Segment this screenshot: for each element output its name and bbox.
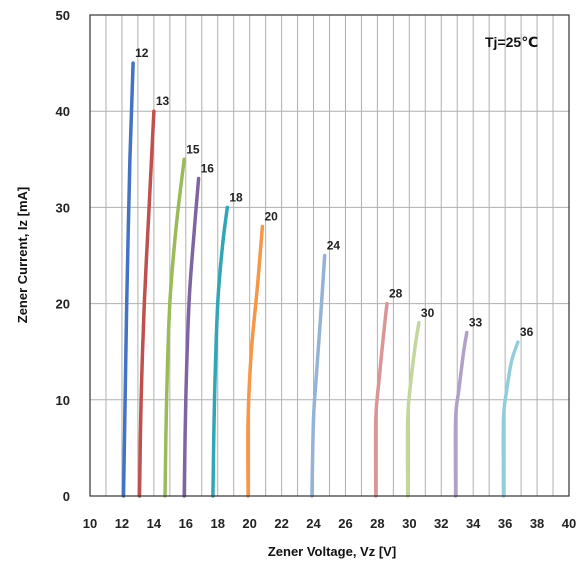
x-tick-label: 10 <box>83 516 97 531</box>
x-tick-label: 34 <box>466 516 481 531</box>
series-label-28: 28 <box>389 287 403 301</box>
series-line-15 <box>163 157 186 498</box>
series-label-13: 13 <box>156 94 170 108</box>
series-label-12: 12 <box>135 46 149 60</box>
y-tick-label: 40 <box>56 104 70 119</box>
x-tick-label: 38 <box>530 516 544 531</box>
y-tick-label: 30 <box>56 200 70 215</box>
x-tick-label: 24 <box>306 516 321 531</box>
series-line-33 <box>453 330 469 498</box>
y-tick-label: 0 <box>63 489 70 504</box>
x-tick-label: 28 <box>370 516 384 531</box>
x-tick-label: 32 <box>434 516 448 531</box>
series-label-36: 36 <box>520 325 534 339</box>
x-tick-label: 40 <box>562 516 576 531</box>
x-tick-label: 26 <box>338 516 352 531</box>
x-tick-label: 14 <box>147 516 162 531</box>
series-label-18: 18 <box>229 190 243 204</box>
series-label-15: 15 <box>186 142 200 156</box>
series-label-20: 20 <box>264 210 278 224</box>
x-tick-label: 20 <box>242 516 256 531</box>
series-line-24 <box>310 253 327 498</box>
x-axis-title: Zener Voltage, Vz [V] <box>268 544 396 559</box>
series-label-33: 33 <box>469 315 483 329</box>
y-tick-label: 50 <box>56 8 70 23</box>
series-layer <box>121 61 520 498</box>
grid-layer <box>89 14 570 497</box>
x-tick-label: 36 <box>498 516 512 531</box>
series-label-16: 16 <box>201 162 215 176</box>
series-line-30 <box>405 321 421 498</box>
y-tick-label: 20 <box>56 297 70 312</box>
x-tick-label: 12 <box>115 516 129 531</box>
y-axis-title: Zener Current, Iz [mA] <box>15 187 30 324</box>
series-line-12 <box>121 61 135 498</box>
y-tick-label: 10 <box>56 393 70 408</box>
x-tick-label: 18 <box>210 516 224 531</box>
tick-label-layer: 10 12 14 16 18 20 22 24 26 28 30 32 34 36 38 40 0 10 20 30 4… <box>56 8 577 531</box>
plot-frame <box>89 14 570 497</box>
series-line-20 <box>246 224 265 498</box>
series-line-16 <box>182 176 201 498</box>
series-label-24: 24 <box>327 239 341 253</box>
series-label-30: 30 <box>421 306 435 320</box>
x-tick-label: 22 <box>274 516 288 531</box>
series-line-36 <box>501 340 520 498</box>
x-tick-label: 16 <box>179 516 193 531</box>
series-line-13 <box>137 109 156 498</box>
x-tick-label: 30 <box>402 516 416 531</box>
temperature-annotation: Tj=25℃ <box>485 34 538 50</box>
series-line-18 <box>211 205 230 498</box>
series-line-28 <box>373 301 389 498</box>
